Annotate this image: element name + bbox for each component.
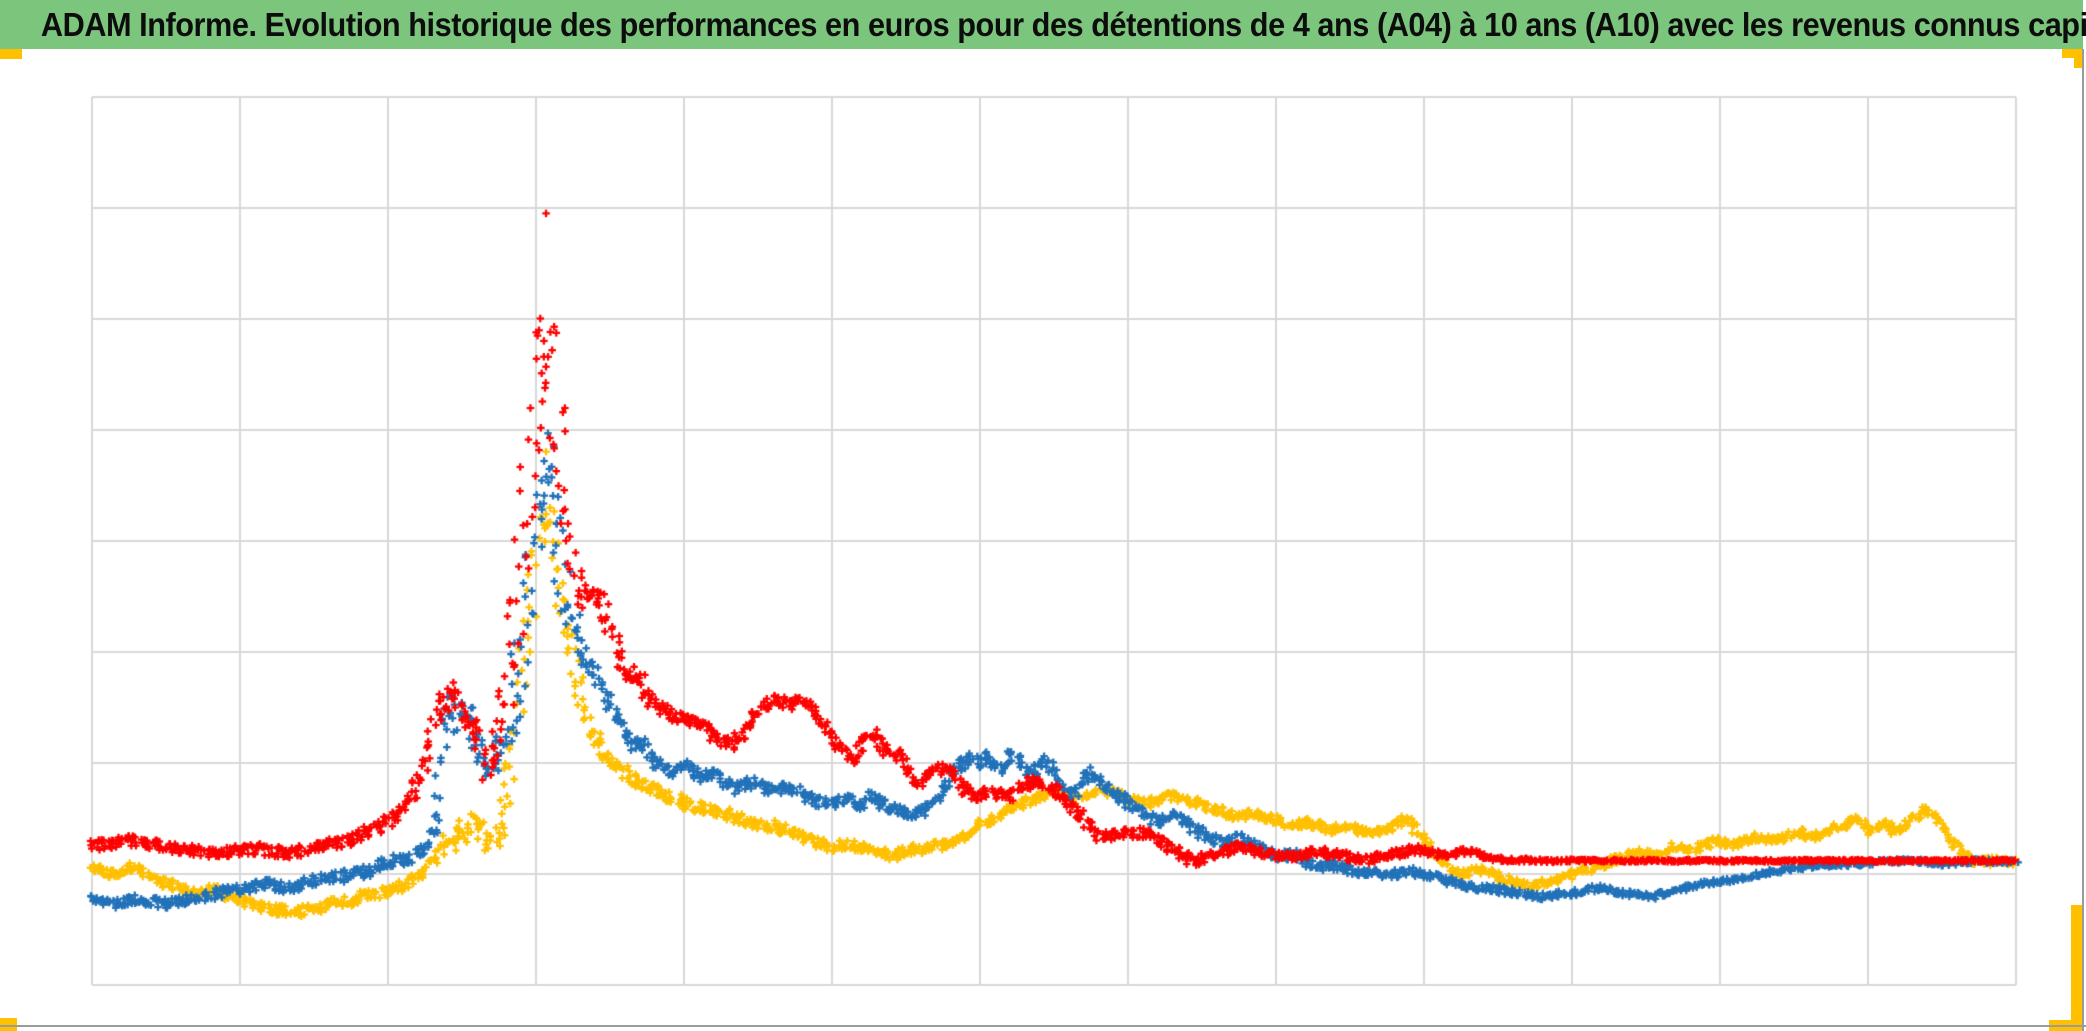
chart-title-banner: ADAM Informe. Evolution historique des p… bbox=[0, 0, 2086, 49]
window-border-bottom bbox=[0, 1025, 2086, 1027]
window-border-right bbox=[2082, 49, 2084, 1031]
selection-corner-mark-bottom-left bbox=[0, 1018, 17, 1031]
selection-corner-mark-bottom-right-vertical bbox=[2071, 905, 2082, 1020]
selection-corner-mark-top-right bbox=[2062, 49, 2083, 58]
chart-title: ADAM Informe. Evolution historique des p… bbox=[40, 5, 2086, 43]
selection-corner-mark-top-left bbox=[0, 49, 22, 59]
selection-corner-mark-top-right-vertical bbox=[2074, 49, 2083, 68]
